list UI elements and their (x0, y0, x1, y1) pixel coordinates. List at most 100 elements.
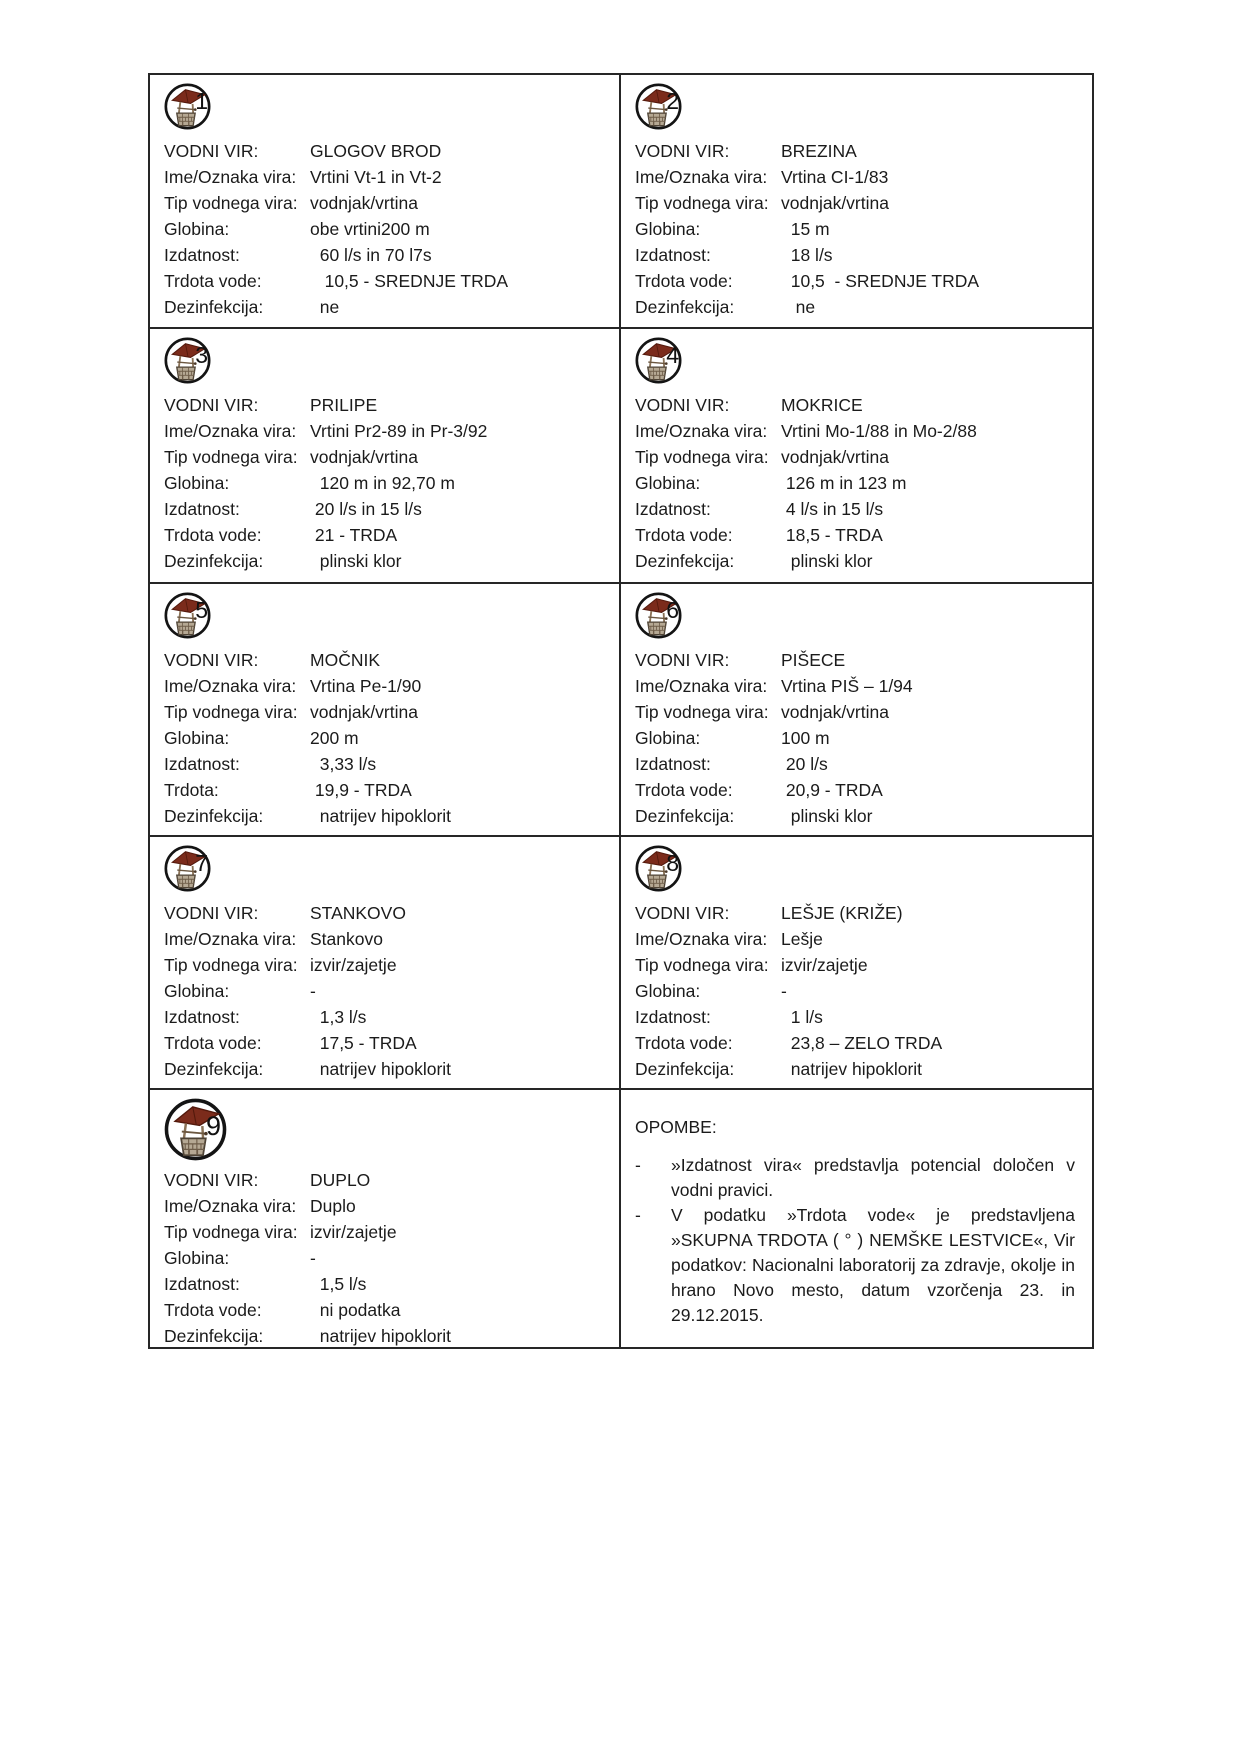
field-value: 19,9 - TRDA (310, 780, 412, 800)
field-value: natrijev hipoklorit (781, 1059, 923, 1079)
field-row: VODNI VIR: BREZINA (635, 138, 1078, 164)
well-icon (635, 592, 682, 639)
field-value: 1 l/s (781, 1007, 823, 1027)
field-row: Trdota vode: 23,8 – ZELO TRDA (635, 1030, 1078, 1056)
field-value: 21 - TRDA (310, 525, 398, 545)
field-row: Dezinfekcija: natrijev hipoklorit (635, 1056, 1078, 1082)
field-row: Globina: 200 m (164, 725, 605, 751)
water-sources-table: 1 VODNI VIR: GLOGOV BROD Ime/Oznaka vira:… (148, 73, 1094, 1349)
field-rows: VODNI VIR: MOČNIK Ime/Oznaka vira: Vrtina … (164, 647, 605, 829)
field-row: VODNI VIR: PIŠECE (635, 647, 1078, 673)
water-source-cell: 6 VODNI VIR: PIŠECE Ime/Oznaka vira: Vrtin… (621, 584, 1092, 837)
field-row: Izdatnost: 60 l/s in 70 l7s (164, 242, 605, 268)
field-label: Trdota vode: (164, 525, 262, 545)
dash-bullet: - (635, 1155, 641, 1175)
notes-title: OPOMBE: (635, 1117, 717, 1137)
field-value: 120 m in 92,70 m (310, 473, 455, 493)
field-value: PIŠECE (781, 650, 846, 670)
field-row: Globina: - (635, 978, 1078, 1004)
field-label: Globina: (635, 981, 701, 1001)
field-value: - (781, 981, 787, 1001)
field-label: Globina: (164, 728, 230, 748)
field-row: Globina: 15 m (635, 216, 1078, 242)
field-row: Dezinfekcija: natrijev hipoklorit (164, 1323, 605, 1347)
water-source-cell: 3 VODNI VIR: PRILIPE Ime/Oznaka vira: Vrti… (150, 329, 621, 584)
field-value: vodnjak/vrtina (781, 447, 889, 467)
field-label: VODNI VIR: (635, 395, 730, 415)
field-label: Dezinfekcija: (635, 551, 735, 571)
field-value: ne (310, 297, 340, 317)
field-row: Izdatnost: 4 l/s in 15 l/s (635, 496, 1078, 522)
well-number: 9 (205, 1111, 221, 1141)
field-rows: VODNI VIR: GLOGOV BROD Ime/Oznaka vira: Vr… (164, 138, 605, 320)
field-row: Tip vodnega vira: izvir/zajetje (635, 952, 1078, 978)
field-value: 18,5 - TRDA (781, 525, 883, 545)
field-label: Dezinfekcija: (164, 297, 264, 317)
field-value: 1,3 l/s (310, 1007, 367, 1027)
field-label: Globina: (164, 473, 230, 493)
field-value: 20 l/s (781, 754, 828, 774)
field-row: Izdatnost: 1 l/s (635, 1004, 1078, 1030)
field-value: Vrtina PIŠ – 1/94 (781, 676, 913, 696)
well-badge: 9 (164, 1098, 227, 1161)
field-row: Tip vodnega vira: vodnjak/vrtina (635, 444, 1078, 470)
field-label: Globina: (635, 219, 701, 239)
field-row: Trdota vode: 10,5 - SREDNJE TRDA (164, 268, 605, 294)
field-label: Dezinfekcija: (635, 297, 735, 317)
field-rows: VODNI VIR: PRILIPE Ime/Oznaka vira: Vrtini… (164, 392, 605, 574)
field-label: Ime/Oznaka vira: (164, 929, 297, 949)
well-badge: 6 (635, 592, 682, 639)
field-label: Globina: (164, 981, 230, 1001)
field-value: plinski klor (310, 551, 402, 571)
field-label: Tip vodnega vira: (164, 1222, 298, 1242)
field-value: ni podatka (310, 1300, 401, 1320)
field-row: Tip vodnega vira: izvir/zajetje (164, 1219, 605, 1245)
field-label: Tip vodnega vira: (635, 447, 769, 467)
field-value: - (310, 1248, 316, 1268)
field-value: plinski klor (781, 806, 873, 826)
field-label: Dezinfekcija: (164, 551, 264, 571)
field-rows: VODNI VIR: MOKRICE Ime/Oznaka vira: Vrtini… (635, 392, 1078, 574)
field-label: Ime/Oznaka vira: (164, 421, 297, 441)
field-row: Globina: 126 m in 123 m (635, 470, 1078, 496)
well-badge: 7 (164, 845, 211, 892)
field-label: Dezinfekcija: (635, 806, 735, 826)
field-value: 20,9 - TRDA (781, 780, 883, 800)
field-label: Globina: (164, 219, 230, 239)
field-value: 60 l/s in 70 l7s (310, 245, 432, 265)
well-icon (635, 845, 682, 892)
field-row: VODNI VIR: STANKOVO (164, 900, 605, 926)
field-row: Tip vodnega vira: izvir/zajetje (164, 952, 605, 978)
field-value: Duplo (310, 1196, 356, 1216)
field-value: 17,5 - TRDA (310, 1033, 417, 1053)
field-value: plinski klor (781, 551, 873, 571)
field-value: ne (781, 297, 816, 317)
field-label: VODNI VIR: (164, 650, 259, 670)
water-source-cell: 1 VODNI VIR: GLOGOV BROD Ime/Oznaka vira:… (150, 75, 621, 329)
field-value: vodnjak/vrtina (781, 702, 889, 722)
field-row: Ime/Oznaka vira: Lešje (635, 926, 1078, 952)
field-row: Ime/Oznaka vira: Stankovo (164, 926, 605, 952)
well-number: 4 (666, 342, 679, 368)
notes-list: - »Izdatnost vira« predstavlja potencial … (635, 1153, 1078, 1328)
field-value: natrijev hipoklorit (310, 1059, 452, 1079)
field-label: VODNI VIR: (635, 903, 730, 923)
field-row: Globina: obe vrtini200 m (164, 216, 605, 242)
field-row: Izdatnost: 20 l/s (635, 751, 1078, 777)
field-label: Globina: (635, 473, 701, 493)
field-row: Ime/Oznaka vira: Vrtini Vt-1 in Vt-2 (164, 164, 605, 190)
field-row: Tip vodnega vira: vodnjak/vrtina (635, 190, 1078, 216)
field-row: Trdota vode: 17,5 - TRDA (164, 1030, 605, 1056)
field-row: VODNI VIR: MOKRICE (635, 392, 1078, 418)
field-row: Tip vodnega vira: vodnjak/vrtina (164, 699, 605, 725)
field-row: Trdota vode: 10,5 - SREDNJE TRDA (635, 268, 1078, 294)
field-value: Vrtini Mo-1/88 in Mo-2/88 (781, 421, 977, 441)
field-row: Trdota vode: 18,5 - TRDA (635, 522, 1078, 548)
field-value: vodnjak/vrtina (310, 447, 418, 467)
field-label: VODNI VIR: (164, 395, 259, 415)
well-badge: 8 (635, 845, 682, 892)
field-label: VODNI VIR: (635, 141, 730, 161)
field-label: Ime/Oznaka vira: (635, 929, 768, 949)
field-label: Dezinfekcija: (164, 806, 264, 826)
